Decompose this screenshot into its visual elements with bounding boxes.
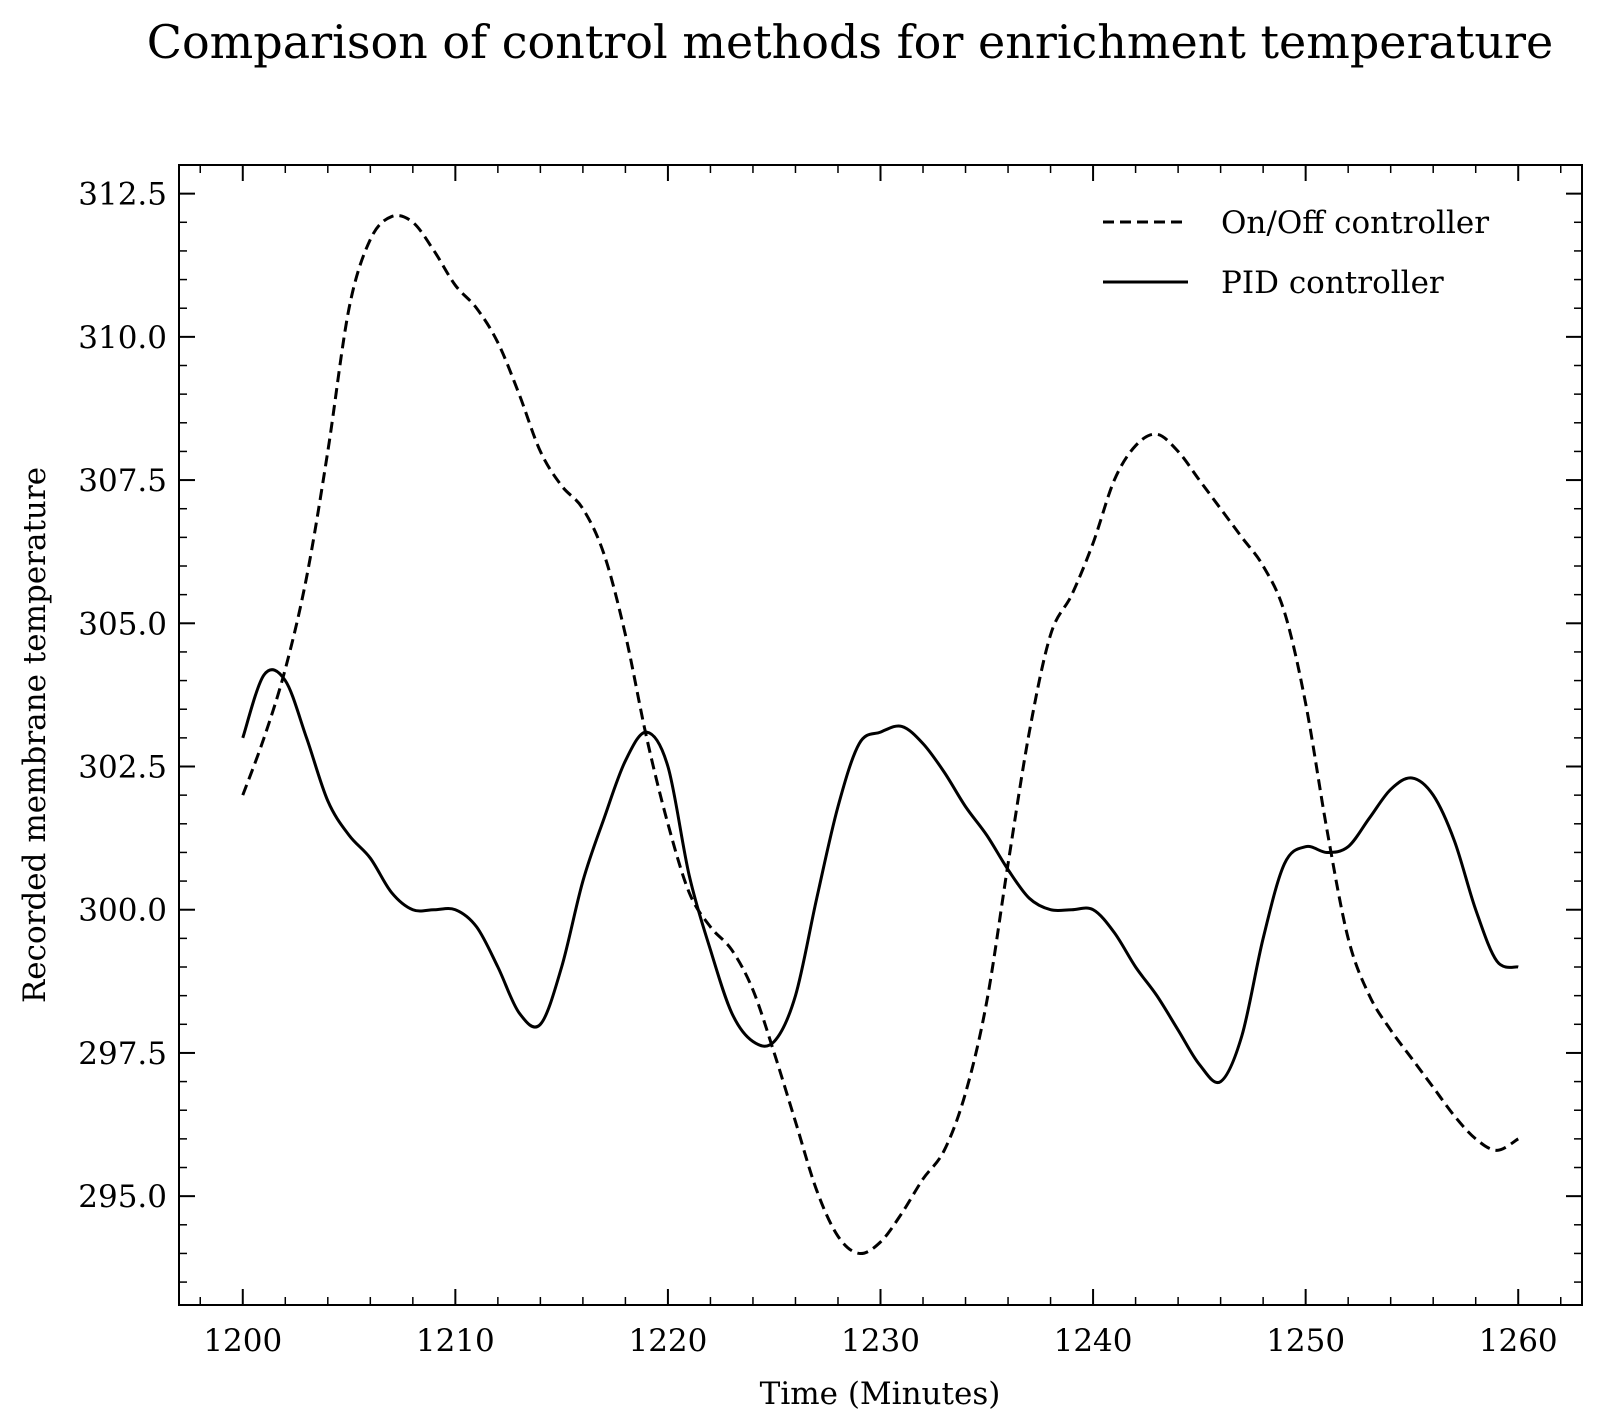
y-tick-label: 297.5 [78,1036,167,1072]
x-tick-label: 1200 [203,1323,282,1359]
y-tick-label: 302.5 [78,750,167,786]
series-layer [241,213,1520,1255]
y-tick-label: 305.0 [78,606,167,642]
y-tick-label: 312.5 [78,177,167,213]
y-tick-label: 307.5 [78,463,167,499]
chart-title: Comparison of control methods for enrich… [147,15,1553,69]
y-tick-label: 300.0 [78,893,167,929]
x-tick-label: 1240 [1054,1323,1133,1359]
axis-ticks: 1200 1210 1220 1230 1240 1250 1260 295.0 297.5 30… [78,164,1582,1359]
x-tick-label: 1220 [628,1323,707,1359]
legend-label: PID controller [1221,265,1444,301]
legend-label: On/Off controller [1221,205,1489,241]
x-tick-label: 1210 [416,1323,495,1359]
series-line-on-off-controller [241,213,1520,1255]
legend: On/Off controller PID controller [1103,205,1489,301]
plot-frame [178,164,1583,1306]
y-axis-label: Recorded membrane temperature [17,467,53,1003]
x-axis-label: Time (Minutes) [760,1376,1001,1412]
x-tick-label: 1230 [841,1323,920,1359]
x-tick-label: 1250 [1266,1323,1345,1359]
y-tick-label: 295.0 [78,1179,167,1215]
y-tick-label: 310.0 [78,320,167,356]
series-line-pid-controller [241,668,1519,1085]
x-tick-label: 1260 [1479,1323,1558,1359]
